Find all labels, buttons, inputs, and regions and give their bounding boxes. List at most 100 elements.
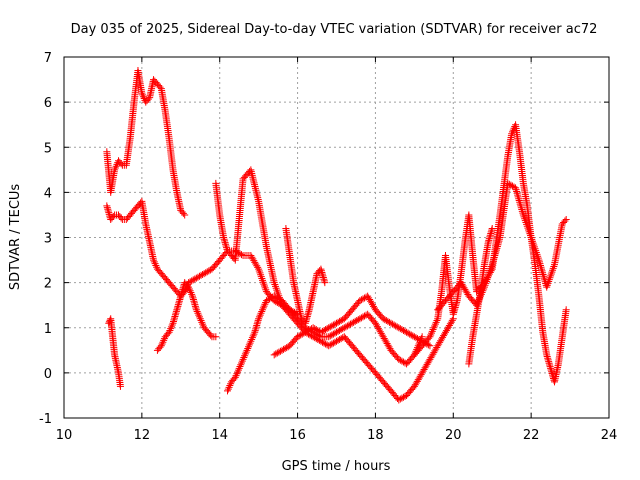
data-point	[505, 180, 513, 188]
data-point	[328, 331, 336, 339]
data-point	[272, 284, 280, 292]
data-point	[508, 182, 516, 190]
data-point	[260, 280, 268, 288]
data-point	[492, 246, 500, 254]
data-point	[276, 347, 284, 355]
data-point	[489, 259, 497, 267]
data-point	[238, 251, 246, 259]
data-point	[359, 295, 367, 303]
data-point	[261, 300, 269, 308]
data-point	[159, 338, 167, 346]
data-point	[225, 383, 233, 391]
data-point	[259, 278, 267, 286]
data-point	[245, 343, 253, 351]
data-point	[326, 341, 334, 349]
data-point	[336, 335, 344, 343]
data-point	[188, 277, 196, 285]
data-point	[243, 346, 251, 354]
data-point	[189, 276, 197, 284]
data-point	[396, 356, 404, 364]
data-point	[393, 323, 401, 331]
data-point	[160, 336, 168, 344]
data-point	[258, 308, 266, 316]
x-tick-label: 16	[289, 428, 306, 443]
data-point	[248, 334, 256, 342]
data-point	[233, 370, 241, 378]
data-point	[398, 394, 406, 402]
data-point	[356, 315, 364, 323]
data-point	[157, 342, 165, 350]
data-point	[516, 198, 524, 206]
data-point	[328, 340, 336, 348]
data-point	[326, 323, 334, 331]
data-point	[536, 260, 544, 268]
data-point	[517, 204, 525, 212]
data-point	[248, 335, 256, 343]
x-tick-label: 12	[134, 428, 151, 443]
data-point	[342, 323, 350, 331]
y-tick-label: 7	[44, 51, 52, 66]
data-point	[427, 331, 435, 339]
data-point	[193, 308, 201, 316]
data-point	[540, 272, 548, 280]
data-point	[448, 316, 456, 324]
x-tick-label: 10	[56, 428, 73, 443]
data-point	[381, 316, 389, 324]
data-point	[116, 382, 124, 390]
data-point	[188, 290, 196, 298]
data-point	[238, 359, 246, 367]
data-point	[403, 328, 411, 336]
data-point	[295, 332, 303, 340]
data-point	[495, 237, 503, 245]
y-tick-label: 4	[44, 186, 52, 201]
data-point	[255, 315, 263, 323]
data-point	[508, 128, 516, 136]
data-point	[186, 287, 194, 295]
data-point	[194, 273, 202, 281]
data-point	[489, 257, 497, 265]
data-point	[340, 324, 348, 332]
chart-title: Day 035 of 2025, Sidereal Day-to-day VTE…	[71, 22, 598, 37]
data-point	[234, 366, 242, 374]
data-point	[297, 331, 305, 339]
data-point	[168, 321, 176, 329]
data-point	[417, 336, 425, 344]
data-point	[144, 95, 152, 103]
data-point	[492, 248, 500, 256]
data-point	[488, 224, 496, 232]
data-point	[336, 326, 344, 334]
data-point	[138, 89, 146, 97]
x-tick-label: 22	[523, 428, 540, 443]
data-point	[240, 354, 248, 362]
data-point	[547, 270, 555, 278]
data-point	[205, 267, 213, 275]
data-point	[343, 322, 351, 330]
data-point	[357, 296, 365, 304]
data-point	[392, 322, 400, 330]
data-point	[535, 256, 543, 264]
data-point	[433, 317, 441, 325]
data-point	[329, 339, 337, 347]
data-point	[351, 317, 359, 325]
data-point	[237, 361, 245, 369]
data-point	[334, 327, 342, 335]
data-point	[167, 323, 175, 331]
data-point	[328, 322, 336, 330]
data-point	[401, 327, 409, 335]
data-point	[259, 306, 267, 314]
data-point	[359, 313, 367, 321]
data-point	[334, 336, 342, 344]
data-point	[199, 320, 207, 328]
data-point	[333, 328, 340, 336]
x-tick-label: 14	[211, 428, 228, 443]
data-point	[257, 271, 265, 279]
data-point	[390, 321, 398, 329]
series-track-j	[434, 179, 570, 314]
data-point	[245, 341, 253, 349]
data-point	[181, 211, 189, 219]
data-point	[259, 304, 267, 312]
data-point	[202, 269, 210, 277]
data-point	[426, 333, 434, 341]
data-point	[224, 387, 231, 395]
